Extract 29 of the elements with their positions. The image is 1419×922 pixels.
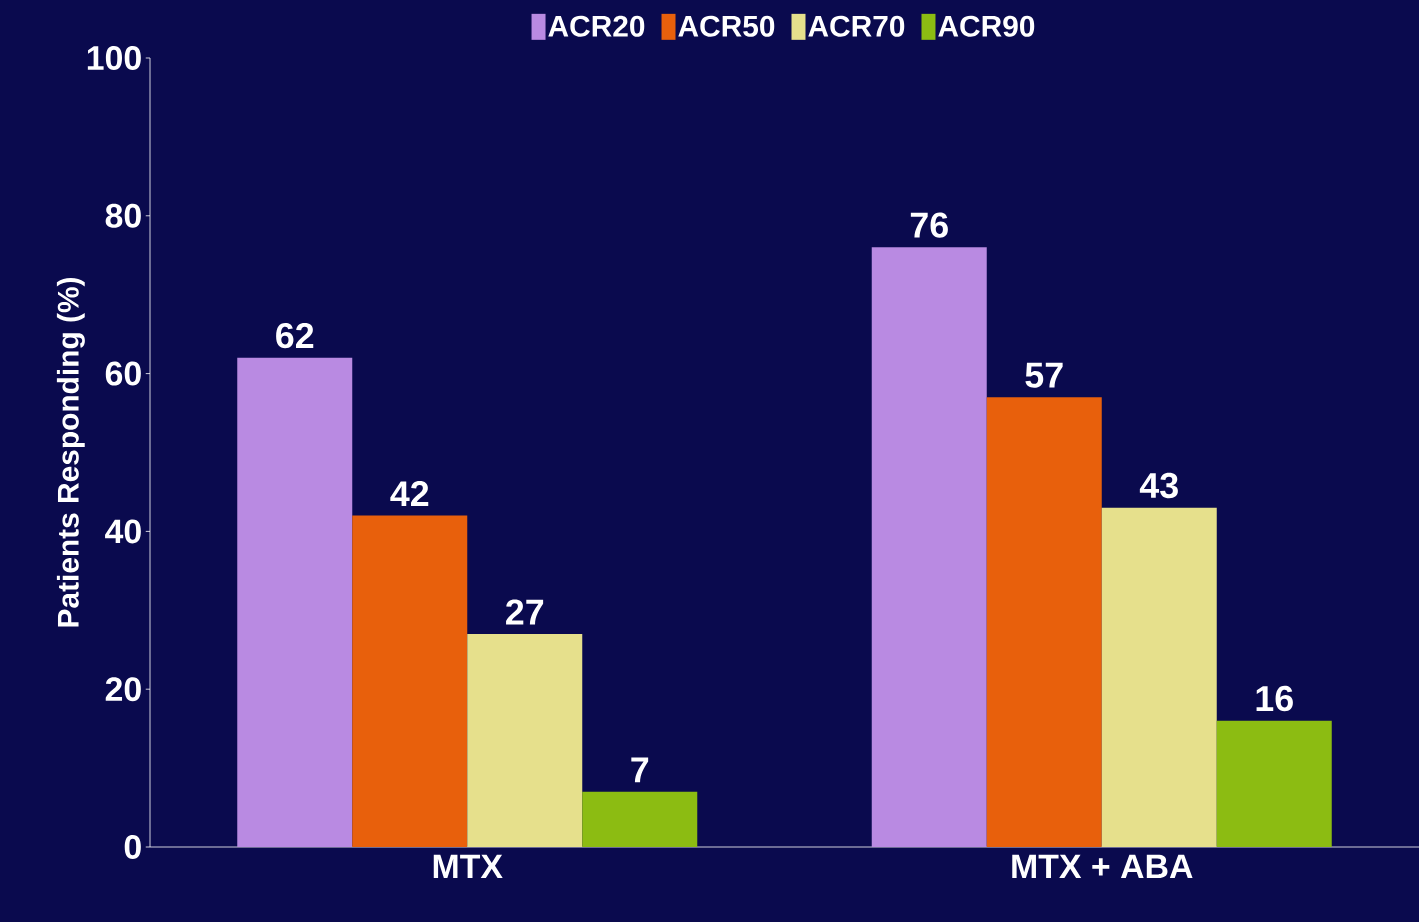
data-label: 16	[1256, 685, 1293, 712]
x-tick-label: MTX	[433, 854, 503, 879]
legend-label: ACR20	[548, 15, 645, 37]
legend-label: ACR50	[678, 15, 775, 37]
bar	[582, 791, 698, 847]
y-tick-label: 0	[124, 835, 141, 859]
data-label: 43	[1139, 472, 1178, 499]
y-tick-label: 100	[87, 45, 141, 70]
bar	[237, 357, 353, 847]
data-label: 76	[910, 212, 948, 238]
x-tick-label: MTX + ABA	[1012, 854, 1193, 879]
data-label: 62	[276, 322, 314, 349]
bar	[1101, 507, 1217, 847]
data-label: 42	[390, 481, 429, 507]
y-tick-label: 60	[105, 361, 141, 386]
bar	[352, 515, 468, 847]
bar	[986, 397, 1102, 847]
legend-label: ACR70	[808, 15, 905, 37]
y-tick-label: 80	[105, 203, 141, 228]
data-label: 7	[631, 757, 649, 783]
data-label: 57	[1025, 362, 1063, 388]
bar	[467, 633, 583, 847]
y-tick-label: 40	[105, 519, 141, 544]
bar	[1216, 720, 1332, 847]
bar	[871, 247, 987, 847]
y-axis-title: Patients Responding (%)	[56, 277, 85, 627]
y-tick-label: 20	[105, 677, 141, 702]
data-label: 27	[506, 599, 544, 625]
legend-label: ACR90	[938, 15, 1035, 37]
